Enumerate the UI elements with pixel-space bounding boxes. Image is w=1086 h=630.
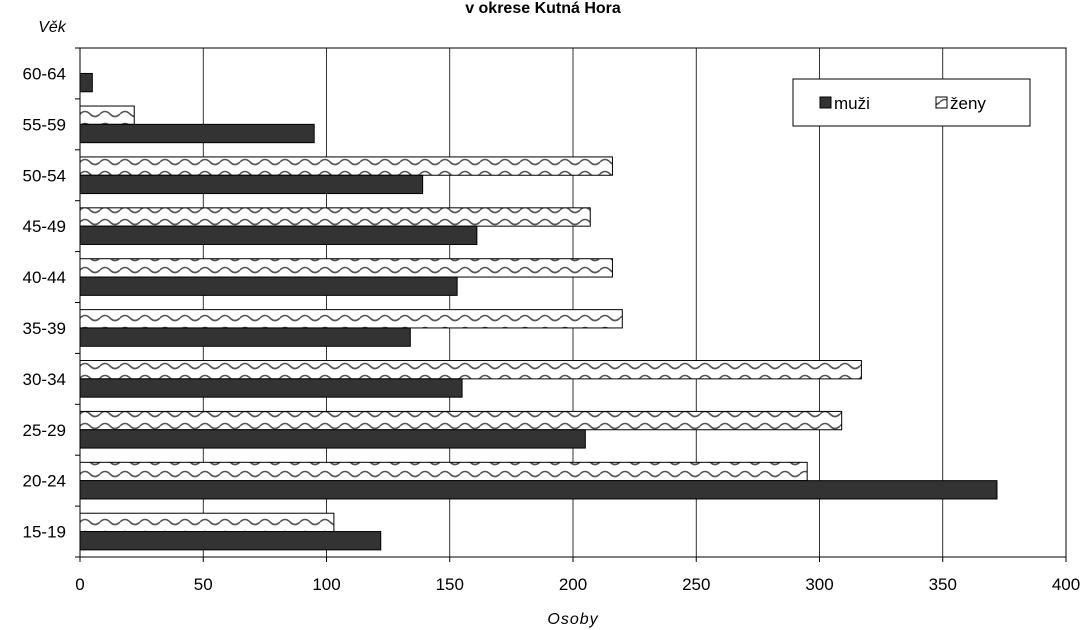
y-tick-label-45-49: 45-49 [23,217,66,236]
legend-swatch-zeny [935,96,948,109]
bar-muzi-55-59 [79,123,315,144]
y-tick-label-25-29: 25-29 [23,421,66,440]
y-tick-label-30-34: 30-34 [23,370,66,389]
x-tick-label-400: 400 [1052,575,1080,594]
bar-zeny-25-29 [79,410,843,431]
bar-muzi-35-39 [79,327,411,347]
bar-muzi-60-64 [79,72,93,93]
legend-box [792,78,1031,127]
chart-title: v okrese Kutná Hora [465,0,621,17]
y-tick-label-35-39: 35-39 [23,319,66,338]
bar-muzi-40-44 [79,276,458,296]
x-tick-label-200: 200 [559,575,587,594]
bar-muzi-45-49 [79,225,478,245]
bar-muzi-20-24 [79,480,998,500]
y-tick-label-55-59: 55-59 [23,115,66,134]
bar-zeny-35-39 [79,309,623,329]
plot-area: 0 50 100 150 200 250 300 350 400 15-19 20-24 25-29 3… [23,47,1080,594]
y-tick-label-20-24: 20-24 [23,472,66,491]
y-tick-label-40-44: 40-44 [23,268,66,287]
bar-muzi-30-34 [79,378,463,398]
x-axis-label: Osoby [547,611,598,628]
x-tick-label-250: 250 [682,575,710,594]
y-axis-label: Věk [38,19,67,36]
bar-muzi-50-54 [79,174,424,195]
bar-zeny-50-54 [79,156,613,176]
legend-label-zeny: ženy [950,94,986,113]
bar-zeny-40-44 [79,258,613,278]
bar-zeny-45-49 [79,207,591,227]
legend-swatch-muzi [819,96,832,109]
y-tick-label-15-19: 15-19 [23,523,66,542]
y-tick-label-60-64: 60-64 [23,64,66,83]
legend-label-muzi: muži [834,94,870,113]
bar-zeny-20-24 [79,461,808,482]
x-tick-label-50: 50 [194,575,213,594]
x-tick-label-0: 0 [75,575,84,594]
legend: muži ženy [792,78,1031,127]
bar-muzi-15-19 [79,531,382,551]
bar-zeny-55-59 [79,105,135,125]
bar-zeny-30-34 [79,360,862,380]
y-tick-label-50-54: 50-54 [23,166,66,185]
x-tick-label-100: 100 [312,575,340,594]
bar-muzi-25-29 [79,429,586,449]
x-tick-label-300: 300 [805,575,833,594]
x-tick-label-350: 350 [929,575,957,594]
x-tick-label-150: 150 [436,575,464,594]
bar-zeny-15-19 [79,512,335,533]
